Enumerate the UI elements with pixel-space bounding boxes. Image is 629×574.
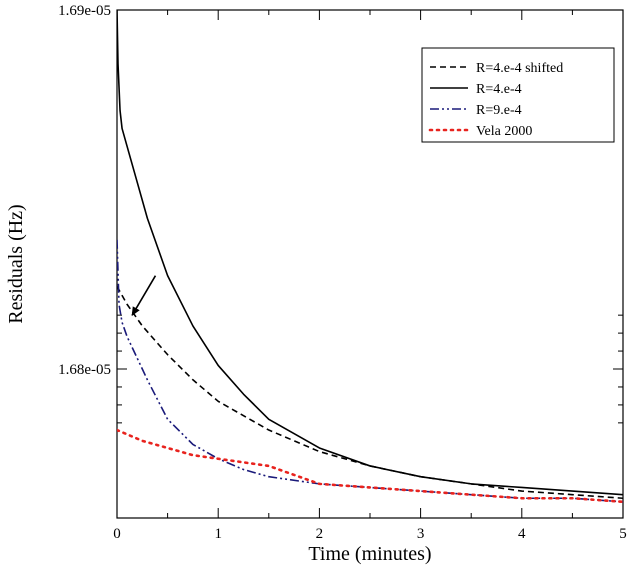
series-line-3 bbox=[117, 239, 623, 503]
legend: R=4.e-4 shifted R=4.e-4 R=9.e-4 Vela 2000 bbox=[421, 47, 615, 143]
y-axis-title: Residuals (Hz) bbox=[5, 204, 27, 323]
x-tick-label: 2 bbox=[316, 526, 324, 542]
x-axis-title: Time (minutes) bbox=[308, 543, 431, 565]
x-tick-label: 3 bbox=[417, 526, 425, 542]
x-tick-label: 1 bbox=[214, 526, 222, 542]
axis-ticks bbox=[116, 9, 624, 518]
x-tick-label: 5 bbox=[619, 526, 627, 542]
legend-label-1: R=4.e-4 shifted bbox=[476, 61, 563, 76]
legend-label-3: R=9.e-4 bbox=[476, 103, 522, 118]
y-tick-label: 1.69e-05 bbox=[58, 3, 111, 19]
legend-box bbox=[421, 47, 615, 143]
x-tick-label: 4 bbox=[518, 526, 526, 542]
annotation-arrow bbox=[131, 275, 157, 317]
series-line-4 bbox=[117, 428, 623, 504]
y-tick-label: 1.68e-05 bbox=[58, 362, 111, 378]
series-line-2 bbox=[117, 10, 623, 496]
legend-label-2: R=4.e-4 bbox=[476, 82, 522, 97]
legend-label-4: Vela 2000 bbox=[476, 124, 532, 139]
data-series bbox=[117, 10, 623, 504]
axis-tick-labels: 0 1 2 3 4 5 1.68e-05 1.69e-05 bbox=[58, 3, 627, 542]
chart-annotations bbox=[131, 275, 157, 317]
series-line-1 bbox=[117, 286, 623, 500]
x-tick-label: 0 bbox=[113, 526, 121, 542]
